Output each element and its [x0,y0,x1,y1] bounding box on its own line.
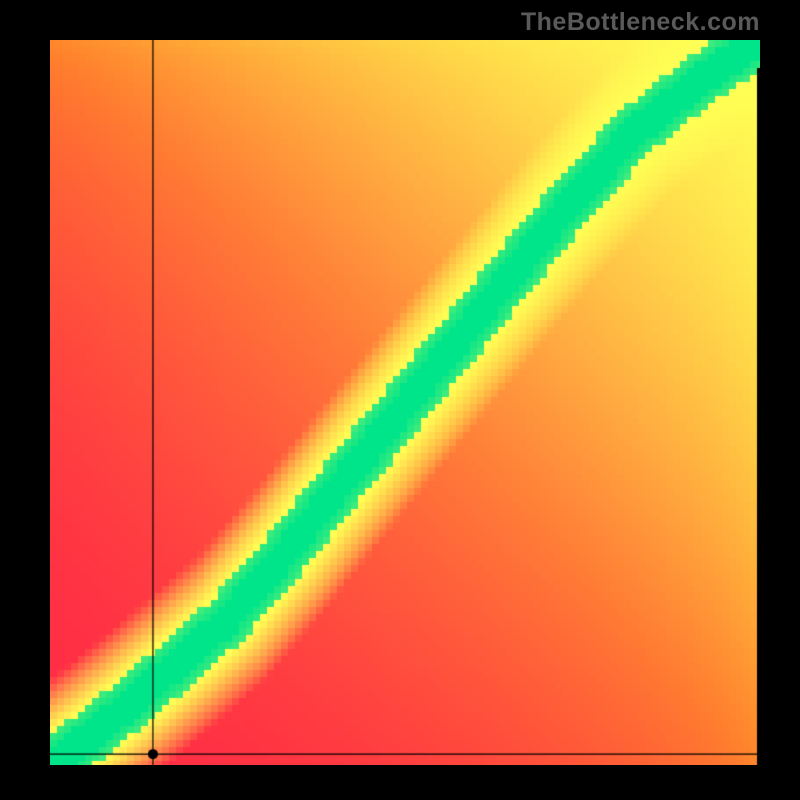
bottleneck-heatmap [50,40,760,765]
outer-frame: TheBottleneck.com [0,0,800,800]
watermark-text: TheBottleneck.com [521,8,760,37]
